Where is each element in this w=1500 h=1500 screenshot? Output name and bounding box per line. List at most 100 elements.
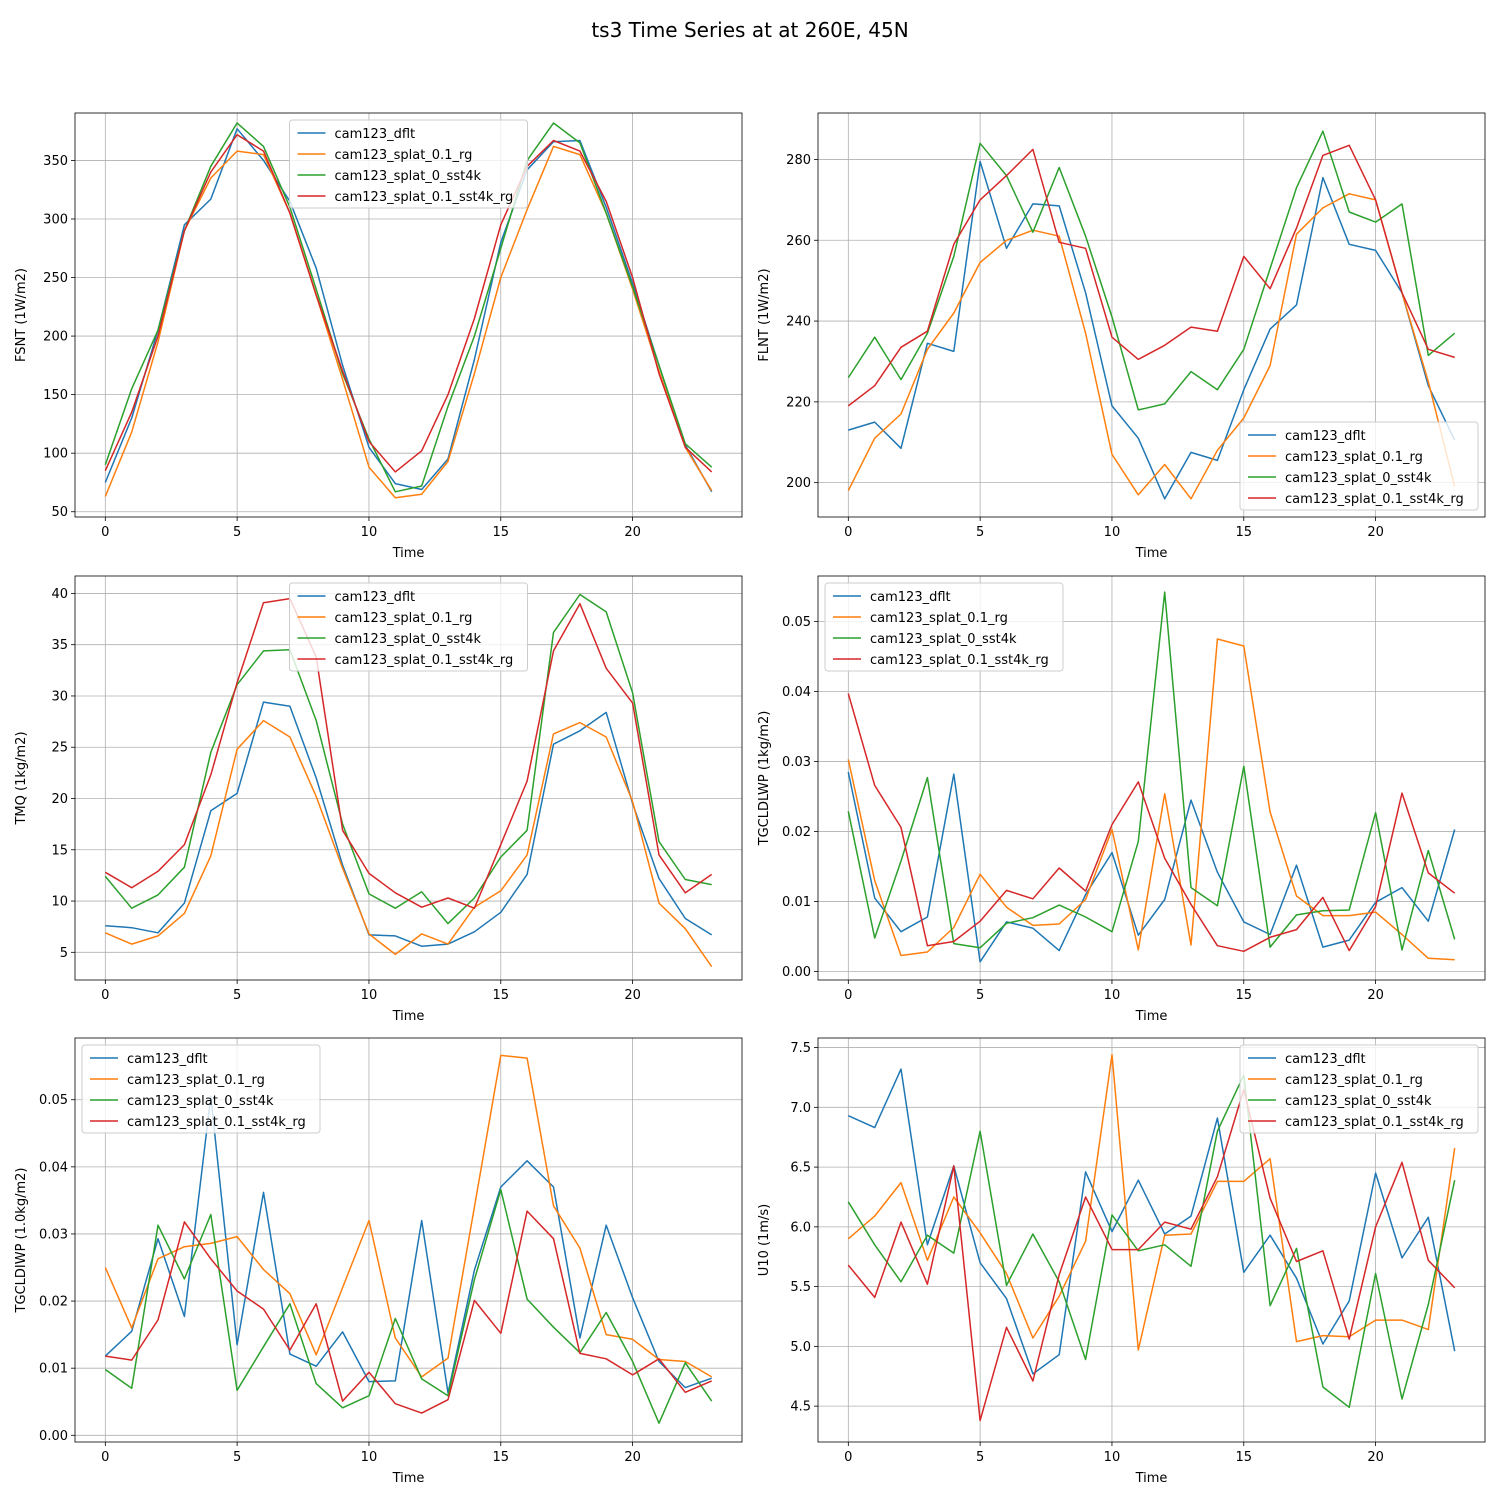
y-tick-label: 250 <box>43 271 68 286</box>
legend-label: cam123_dflt <box>1285 429 1366 444</box>
y-tick-label: 0.02 <box>782 825 811 840</box>
series-line-cam123_splat_0.1_sst4k_rg <box>104 133 713 473</box>
series-line-cam123_splat_0.1_rg <box>105 719 713 968</box>
x-tick-label: 10 <box>361 525 378 540</box>
legend-label: cam123_dflt <box>335 127 416 142</box>
x-axis-label: Time <box>392 1471 425 1486</box>
y-tick-label: 200 <box>786 476 811 491</box>
legend-label: cam123_splat_0.1_rg <box>1285 450 1423 465</box>
figure-title: ts3 Time Series at at 260E, 45N <box>591 18 908 42</box>
x-tick-label: 15 <box>492 525 509 540</box>
legend: cam123_dflt cam123_splat_0.1_rg cam123_spl… <box>824 582 1064 672</box>
y-tick-label: 6.0 <box>790 1220 811 1235</box>
series-line-cam123_splat_0.1_rg <box>847 638 1455 961</box>
y-tick-label: 5.0 <box>790 1340 811 1355</box>
y-tick-label: 5 <box>60 946 68 961</box>
x-tick-label: 5 <box>233 988 241 1003</box>
legend-box <box>289 582 528 672</box>
legend-label: cam123_splat_0.1_sst4k_rg <box>1285 1115 1464 1130</box>
y-tick-label: 350 <box>43 154 68 169</box>
y-tick-label: 200 <box>43 330 68 345</box>
x-tick-label: 0 <box>844 988 852 1003</box>
legend-label: cam123_splat_0_sst4k <box>1285 1094 1432 1109</box>
x-tick-label: 5 <box>976 1450 984 1465</box>
x-tick-label: 10 <box>361 988 378 1003</box>
y-axis-label: TGCLDIWP (1.0kg/m2) <box>14 1168 29 1314</box>
y-tick-label: 0.02 <box>39 1295 68 1310</box>
legend: cam123_dflt cam123_splat_0.1_rg cam123_spl… <box>289 582 528 672</box>
y-tick-label: 0.05 <box>782 615 811 630</box>
x-tick-label: 5 <box>233 1450 241 1465</box>
y-tick-label: 300 <box>43 212 68 227</box>
legend-label: cam123_splat_0.1_sst4k_rg <box>870 653 1049 668</box>
legend-label: cam123_splat_0_sst4k <box>335 632 482 647</box>
y-axis-label: FSNT (1W/m2) <box>14 268 29 362</box>
x-axis-label: Time <box>392 1009 425 1024</box>
x-tick-label: 20 <box>1367 988 1384 1003</box>
legend-label: cam123_splat_0_sst4k <box>1285 471 1432 486</box>
legend-label: cam123_splat_0.1_rg <box>1285 1073 1423 1088</box>
y-tick-label: 220 <box>786 395 811 410</box>
y-axis-label: TMQ (1kg/m2) <box>14 731 29 825</box>
series-line-cam123_dflt <box>848 160 1456 500</box>
legend-label: cam123_dflt <box>127 1052 208 1067</box>
series-line-cam123_splat_0_sst4k <box>847 130 1456 411</box>
legend-label: cam123_splat_0.1_rg <box>335 611 473 626</box>
x-tick-label: 15 <box>1235 525 1252 540</box>
legend: cam123_dflt cam123_splat_0.1_rg cam123_spl… <box>81 1044 321 1134</box>
y-tick-label: 0.04 <box>39 1160 68 1175</box>
legend-box <box>81 1044 321 1134</box>
series-line-cam123_splat_0.1_rg <box>104 1054 713 1378</box>
series-line-cam123_splat_0_sst4k <box>847 1074 1456 1409</box>
x-tick-label: 20 <box>624 1450 641 1465</box>
y-tick-label: 7.5 <box>790 1041 811 1056</box>
y-tick-label: 40 <box>51 587 68 602</box>
x-tick-label: 0 <box>101 988 109 1003</box>
series-line-cam123_splat_0_sst4k <box>847 591 1456 951</box>
y-tick-label: 100 <box>43 447 68 462</box>
x-tick-label: 15 <box>492 988 509 1003</box>
x-tick-label: 15 <box>1235 1450 1252 1465</box>
series-line-cam123_dflt <box>847 771 1456 963</box>
x-tick-label: 10 <box>1104 1450 1121 1465</box>
legend-label: cam123_splat_0_sst4k <box>335 169 482 184</box>
legend-label: cam123_splat_0.1_sst4k_rg <box>127 1115 306 1130</box>
legend-box <box>1239 421 1479 511</box>
y-axis-label: FLNT (1W/m2) <box>757 268 772 361</box>
y-tick-label: 30 <box>51 689 68 704</box>
y-tick-label: 150 <box>43 388 68 403</box>
x-tick-label: 5 <box>976 988 984 1003</box>
y-tick-label: 7.0 <box>790 1101 811 1116</box>
x-axis-label: Time <box>1135 1009 1168 1024</box>
axes-frame <box>74 112 743 518</box>
series-line-cam123_dflt <box>847 1068 1456 1375</box>
x-tick-label: 15 <box>1235 988 1252 1003</box>
y-tick-label: 25 <box>51 741 68 756</box>
y-tick-label: 260 <box>786 234 811 249</box>
x-axis-label: Time <box>392 546 425 561</box>
series-line-cam123_splat_0.1_sst4k_rg <box>847 144 1455 407</box>
y-axis-label: U10 (1m/s) <box>757 1204 772 1276</box>
y-axis-label: TGCLDLWP (1kg/m2) <box>757 711 772 847</box>
x-tick-label: 10 <box>1104 988 1121 1003</box>
y-tick-label: 0.00 <box>782 965 811 980</box>
legend-box <box>289 119 528 209</box>
legend-label: cam123_dflt <box>335 590 416 605</box>
y-tick-label: 280 <box>786 153 811 168</box>
subplot-4: 0 5 10 15 20 0.00 0.01 0.02 0.03 0.04 0.05 Time TGCL… <box>757 575 1486 1024</box>
series-line-cam123_splat_0.1_sst4k_rg <box>104 597 713 909</box>
legend: cam123_dflt cam123_splat_0.1_rg cam123_spl… <box>289 119 528 209</box>
y-tick-label: 10 <box>51 895 68 910</box>
y-tick-label: 0.01 <box>39 1362 68 1377</box>
y-tick-label: 35 <box>51 638 68 653</box>
legend-label: cam123_splat_0.1_sst4k_rg <box>1285 492 1464 507</box>
axes-frame <box>817 575 1486 981</box>
legend-label: cam123_splat_0.1_sst4k_rg <box>335 653 514 668</box>
subplot-2: 0 5 10 15 20 200 220 240 260 280 Time FLNT (1W/m2) c… <box>757 112 1486 561</box>
legend-label: cam123_splat_0_sst4k <box>127 1094 274 1109</box>
x-tick-label: 5 <box>233 525 241 540</box>
subplot-3: 0 5 10 15 20 5 10 15 20 25 30 35 40 Time TMQ (1kg/m2) c… <box>14 575 743 1024</box>
y-tick-label: 4.5 <box>790 1400 811 1415</box>
x-tick-label: 15 <box>492 1450 509 1465</box>
